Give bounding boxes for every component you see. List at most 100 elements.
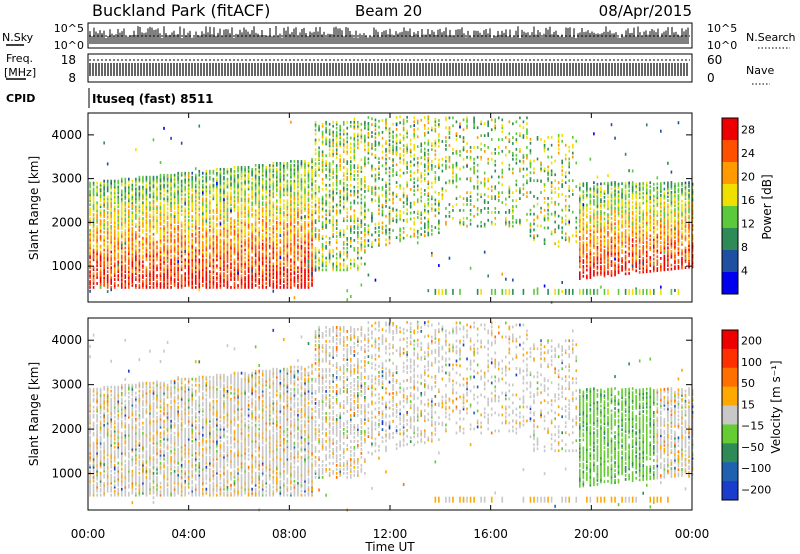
range-cell (237, 250, 239, 254)
range-cell (328, 164, 331, 167)
range-cell (187, 179, 190, 183)
range-cell (357, 227, 359, 230)
range-cell (325, 256, 327, 260)
range-cell (205, 209, 208, 213)
range-cell (233, 207, 236, 211)
range-cell (275, 211, 278, 214)
range-cell (240, 276, 243, 279)
range-cell (297, 213, 299, 216)
range-cell (346, 256, 349, 260)
range-cell (219, 244, 222, 248)
range-cell (406, 135, 408, 139)
range-cell (103, 262, 105, 266)
range-cell (314, 128, 317, 132)
range-cell (166, 177, 169, 181)
range-cell (173, 195, 176, 199)
range-cell (145, 278, 148, 281)
range-cell (286, 264, 289, 268)
range-cell (272, 280, 275, 283)
range-cell (131, 217, 134, 220)
range-cell (283, 278, 285, 281)
range-cell (272, 179, 275, 183)
range-cell (92, 244, 95, 248)
range-cell (113, 242, 116, 246)
range-cell (300, 282, 303, 285)
range-cell (293, 254, 296, 258)
range-cell (353, 227, 356, 230)
range-cell (311, 225, 313, 228)
range-cell (304, 181, 306, 185)
range-cell (89, 189, 91, 193)
range-cell (283, 189, 285, 193)
range-cell (230, 230, 232, 234)
range-cell (261, 246, 264, 250)
range-cell (170, 248, 172, 252)
range-cell (265, 201, 268, 205)
range-cell (124, 197, 127, 201)
range-cell (113, 286, 116, 289)
range-cell (268, 278, 271, 281)
range-cell (187, 252, 190, 256)
range-cell (237, 244, 239, 248)
range-cell (110, 278, 112, 281)
range-cell (339, 256, 342, 260)
range-cell (110, 211, 112, 214)
range-cell (166, 250, 169, 254)
range-cell (202, 236, 204, 240)
range-cell (117, 189, 120, 193)
range-cell (117, 203, 120, 207)
range-cell (283, 183, 285, 187)
range-cell (106, 181, 109, 185)
range-cell (318, 258, 320, 262)
range-cell (413, 147, 416, 151)
range-cell (378, 176, 380, 180)
range-cell (219, 282, 222, 285)
range-cell (328, 193, 331, 197)
range-cell (293, 173, 296, 177)
range-cell (184, 276, 186, 279)
range-cell (124, 181, 127, 185)
range-cell (353, 262, 356, 266)
range-cell (117, 252, 120, 256)
range-cell (300, 254, 303, 258)
range-cell (388, 214, 391, 217)
range-cell (103, 266, 105, 270)
range-cell (117, 217, 120, 220)
range-cell (332, 215, 334, 219)
range-cell (353, 156, 356, 160)
range-cell (209, 177, 211, 181)
range-cell (170, 187, 172, 191)
range-cell (226, 252, 229, 256)
range-cell (279, 252, 282, 256)
range-cell (300, 163, 303, 167)
range-cell (416, 170, 419, 174)
range-cell (233, 225, 236, 228)
range-cell (364, 144, 366, 148)
range-cell (184, 197, 186, 201)
range-cell (409, 235, 412, 239)
range-cell (261, 262, 264, 266)
range-cell (321, 154, 324, 158)
range-cell (106, 203, 109, 207)
range-cell (244, 219, 246, 222)
range-cell (328, 242, 331, 246)
range-cell (272, 268, 275, 272)
range-cell (272, 230, 275, 234)
range-cell (349, 262, 352, 266)
range-cell (131, 280, 134, 283)
range-cell (349, 164, 352, 167)
range-cell (335, 183, 338, 187)
range-cell (103, 252, 105, 256)
range-cell (265, 272, 268, 276)
range-cell (223, 264, 225, 268)
range-cell (159, 276, 162, 279)
range-cell (385, 140, 387, 143)
range-cell (124, 230, 127, 234)
range-cell (149, 213, 151, 216)
range-cell (346, 266, 349, 270)
range-cell (135, 205, 137, 209)
range-cell (198, 278, 201, 281)
range-cell (339, 233, 342, 236)
range-cell (332, 176, 334, 179)
range-cell (325, 217, 327, 221)
